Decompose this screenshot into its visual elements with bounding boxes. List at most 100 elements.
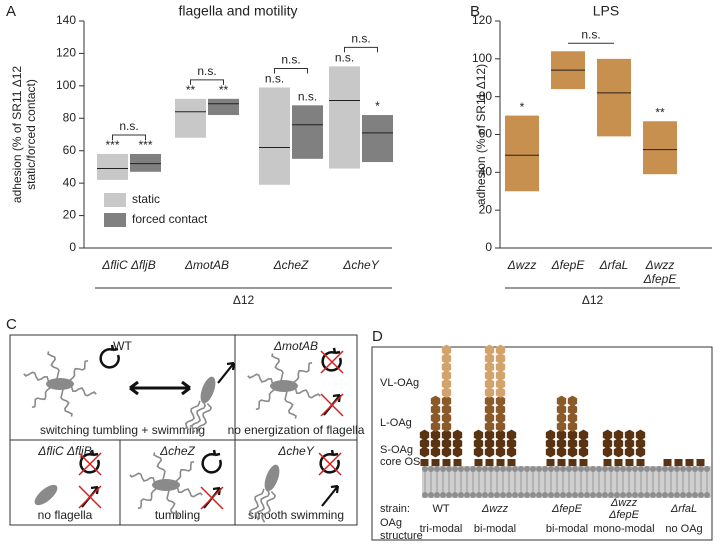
lipid-head bbox=[626, 466, 632, 472]
sugar-unit bbox=[506, 429, 517, 441]
sugar-unit bbox=[484, 395, 495, 407]
sugar-unit bbox=[430, 438, 441, 449]
core-os bbox=[420, 459, 429, 466]
lipid-head bbox=[692, 492, 698, 498]
bacterium bbox=[184, 376, 216, 435]
y-tick-label: 20 bbox=[63, 208, 77, 222]
bracket-label: n.s. bbox=[581, 27, 600, 41]
switch-arrow bbox=[129, 380, 191, 396]
cell-body bbox=[200, 376, 216, 404]
sugar-unit bbox=[602, 438, 613, 449]
rotation-arrow bbox=[201, 449, 222, 474]
lipid-head bbox=[572, 492, 578, 498]
y-axis-label: adhesion (% of SR11 Δ12) bbox=[474, 64, 488, 205]
lipid-head bbox=[662, 466, 668, 472]
lipid-head bbox=[482, 492, 488, 498]
y-tick-label: 0 bbox=[69, 240, 76, 254]
y-tick-label: 120 bbox=[56, 46, 76, 60]
core-os bbox=[625, 459, 634, 466]
flagellum bbox=[176, 486, 203, 498]
lipid-head bbox=[470, 492, 476, 498]
flagellum bbox=[271, 353, 284, 382]
lipid-head bbox=[542, 492, 548, 498]
bracket bbox=[112, 134, 146, 140]
sugar-unit bbox=[441, 361, 452, 373]
box bbox=[97, 153, 128, 180]
sugar-unit bbox=[441, 429, 452, 441]
sugar-unit bbox=[567, 412, 578, 424]
sugar-unit bbox=[578, 438, 589, 449]
strain-label: ΔmotAB bbox=[273, 339, 318, 353]
x-tick-label: Δwzz bbox=[507, 258, 537, 272]
sugar-unit bbox=[441, 421, 452, 432]
bracket-label: n.s. bbox=[281, 53, 300, 67]
sugar-unit bbox=[556, 446, 567, 458]
y-tick-label: 80 bbox=[479, 89, 493, 103]
phenotype-caption: no flagella bbox=[38, 508, 93, 522]
lipid-head bbox=[548, 492, 554, 498]
swim-arrow bbox=[217, 361, 236, 384]
lipid-head bbox=[518, 492, 524, 498]
phenotype-caption: switching tumbling + swimming bbox=[40, 423, 205, 437]
lipid-head bbox=[506, 492, 512, 498]
bracket-label: n.s. bbox=[119, 119, 138, 133]
lipid-head bbox=[512, 466, 518, 472]
x-tick-label: Δwzz ΔfepE bbox=[643, 258, 678, 286]
blocked-cross bbox=[318, 452, 342, 476]
lipid-head bbox=[572, 466, 578, 472]
lipid-head bbox=[560, 492, 566, 498]
lipid-head bbox=[500, 466, 506, 472]
cell-body bbox=[264, 464, 280, 492]
lipid-head bbox=[668, 492, 674, 498]
lipid-head bbox=[602, 466, 608, 472]
sugar-unit bbox=[441, 387, 452, 398]
lipid-head bbox=[632, 492, 638, 498]
core-os bbox=[603, 459, 612, 466]
legend-label: forced contact bbox=[132, 212, 208, 226]
group-label: Δ12 bbox=[582, 293, 604, 307]
lipid-head bbox=[704, 466, 710, 472]
layer-label: L-OAg bbox=[380, 417, 412, 429]
sugar-unit bbox=[484, 370, 495, 381]
sugar-unit bbox=[484, 387, 495, 398]
panel-letter: D bbox=[372, 328, 383, 345]
lipid-head bbox=[530, 466, 536, 472]
lipid-head bbox=[422, 492, 428, 498]
sugar-unit bbox=[567, 421, 578, 432]
lipid-head bbox=[554, 492, 560, 498]
sugar-unit bbox=[635, 446, 646, 458]
layer-label: VL-OAg bbox=[380, 377, 419, 389]
sugar-unit bbox=[613, 446, 624, 458]
sugar-unit bbox=[495, 361, 506, 373]
y-tick-label: 60 bbox=[479, 127, 493, 141]
lipid-head bbox=[584, 492, 590, 498]
lipid-head bbox=[536, 492, 542, 498]
lipid-head bbox=[494, 492, 500, 498]
sugar-unit bbox=[495, 412, 506, 424]
bracket bbox=[274, 67, 308, 74]
panel-letter: B bbox=[470, 3, 480, 20]
lipid-head bbox=[422, 466, 428, 472]
sugar-unit bbox=[430, 421, 441, 432]
core-os bbox=[674, 459, 683, 466]
flagellum bbox=[174, 460, 195, 483]
flagellum bbox=[260, 491, 277, 523]
strain-name: ΔfepE bbox=[551, 503, 583, 515]
significance: * bbox=[520, 100, 525, 114]
sugar-unit bbox=[556, 395, 567, 407]
lipid-head bbox=[674, 466, 680, 472]
sugar-unit bbox=[441, 370, 452, 381]
sugar-unit bbox=[430, 404, 441, 415]
row-label: OAg structure bbox=[380, 517, 423, 542]
sugar-unit bbox=[613, 438, 624, 449]
sugar-unit bbox=[484, 353, 495, 364]
significance: n.s. bbox=[265, 72, 284, 86]
strain-name: ΔrfaL bbox=[670, 503, 697, 515]
lipid-head bbox=[566, 492, 572, 498]
flagellum bbox=[31, 386, 52, 409]
sugar-unit bbox=[545, 438, 556, 449]
y-tick-label: 80 bbox=[63, 110, 77, 124]
lipid-head bbox=[596, 492, 602, 498]
lipid-head bbox=[644, 492, 650, 498]
structure-label: bi-modal bbox=[474, 523, 516, 535]
